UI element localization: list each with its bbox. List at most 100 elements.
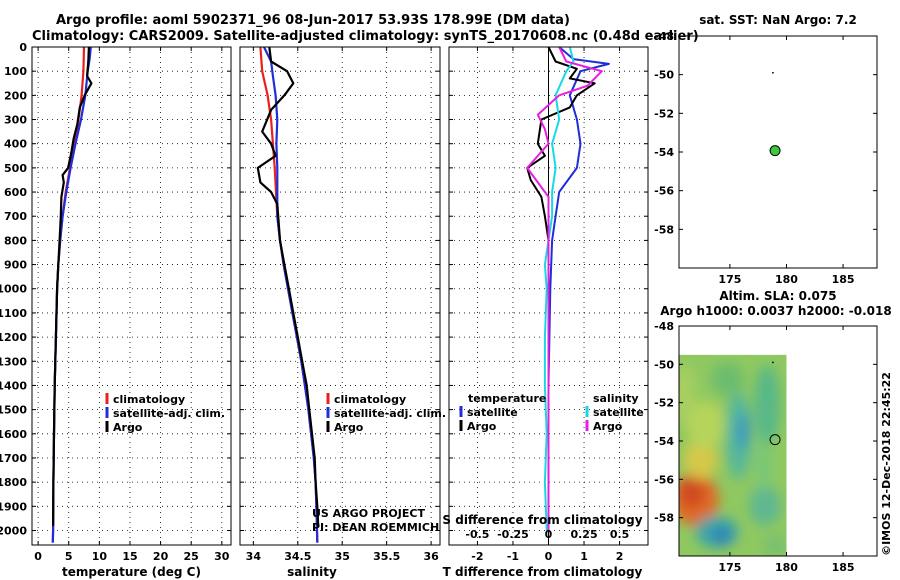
sla-ytick-label: -50 [654,358,674,371]
temp-ytick-label: 800 [4,234,27,247]
temp-ytick-label: 1900 [0,500,27,513]
temp-ytick-label: 1400 [0,379,27,392]
temp-ytick-label: 1100 [0,307,27,320]
sla-heatmap-cell [711,525,733,546]
temp-series-argo [52,46,93,526]
diff-xtick2-label: 0 [545,528,553,541]
temp-legend-climatology-label: climatology [113,393,185,406]
pos-xtick-label: 185 [832,273,855,286]
sla-heatmap-cell [679,364,696,426]
sla-ytick-label: -48 [654,320,674,333]
sal-axes-frame [239,46,441,546]
diff-xtick2-label: 0.5 [610,528,630,541]
sal-xtick-label: 36 [423,550,439,563]
sla-heatmap-cell [679,475,705,508]
temp-ytick-label: 300 [4,114,27,127]
temp-xtick-label: 10 [92,550,108,563]
diff-xtick-label: 2 [616,550,624,563]
pos-ytick-label: -52 [654,107,674,120]
sal-xtick-label: 35 [335,550,350,563]
sal-xtick-label: 34 [246,550,262,563]
temp-legend-argo-label: Argo [113,421,143,434]
pos-small-dot [772,71,774,74]
diff-xtick2-label: -0.25 [497,528,529,541]
diff-legend-t-argo-label: Argo [467,420,497,433]
sla-title: Altim. SLA: 0.075 [719,289,836,303]
diff-legend-s-satellite-label: satellite [593,406,644,419]
sla-title2: Argo h1000: 0.0037 h2000: -0.018 [660,304,891,318]
diff-xlabel: T difference from climatology [443,565,643,579]
sla-small-dot [772,361,774,364]
temp-xtick-label: 15 [122,550,137,563]
diff-xtick-label: -2 [471,550,483,563]
pos-ytick-label: -50 [654,69,674,82]
sla-heatmap-cell [737,411,750,452]
diff-legend-left-title: temperature [468,392,546,405]
temp-ytick-label: 700 [4,210,27,223]
temp-xtick-label: 25 [184,550,199,563]
diff-legend-t-satellite-label: satellite [467,406,518,419]
diff-xlabel2: S difference from climatology [442,513,642,527]
sla-heatmap-cell [748,485,782,526]
temp-xtick-label: 30 [214,550,230,563]
diff-xtick2-label: -0.5 [465,528,489,541]
sla-heatmap-cell [683,439,718,480]
sal-legend-climatology-label: climatology [334,393,406,406]
sla-heatmap-cell [686,401,726,450]
diff-legend-right-title: salinity [593,392,639,405]
diff-series-tsatellite [547,46,610,531]
temp-ytick-label: 1600 [0,428,27,441]
sla-heatmap-cell [762,533,787,556]
temp-xlabel: temperature (deg C) [62,565,201,579]
diff-xtick2-label: 0.25 [570,528,597,541]
temp-xtick-label: 5 [65,550,73,563]
sla-xtick-label: 180 [775,561,798,574]
temp-ytick-label: 500 [4,162,27,175]
pos-ytick-label: -48 [654,30,674,43]
sal-series-argo [256,46,320,526]
sla-float-marker [769,434,781,446]
pos-ytick-label: -56 [654,185,674,198]
temp-xtick-label: 20 [153,550,169,563]
temp-ytick-label: 2000 [0,524,27,537]
pos-ytick-label: -58 [654,223,674,236]
diff-xtick-label: 0 [545,550,553,563]
pos-ytick-label: -54 [654,146,674,159]
diff-series-sargo [526,46,603,531]
diff-series-ssatellite [543,46,575,531]
temp-legend-satellite-label: satellite-adj. clim. [113,407,225,420]
sal-xtick-label: 35.5 [373,550,400,563]
figure-title-line1: Argo profile: aoml 5902371_96 08-Jun-201… [56,13,570,28]
temp-ytick-label: 1500 [0,404,27,417]
sla-ytick-label: -58 [654,512,674,525]
temp-xtick-label: 0 [34,550,42,563]
temp-ytick-label: 400 [4,138,27,151]
pos-xtick-label: 180 [775,273,798,286]
pos-title: sat. SST: NaN Argo: 7.2 [699,13,857,27]
temp-ytick-label: 1200 [0,331,27,344]
temp-ytick-label: 600 [4,186,27,199]
temp-ytick-label: 1700 [0,452,27,465]
sal-xlabel: salinity [287,565,337,579]
temp-series-satelliteadjclim [51,46,92,543]
sla-heatmap-cell [711,362,744,395]
temp-ytick-label: 200 [4,89,27,102]
sla-ytick-label: -52 [654,397,674,410]
temp-ytick-label: 0 [19,41,27,54]
sal-legend-argo-label: Argo [334,421,364,434]
temp-ytick-label: 900 [4,259,27,272]
pos-float-marker [769,145,781,157]
diff-xtick-label: -1 [507,550,519,563]
sla-heatmap-cell [754,441,772,490]
pos-xtick-label: 175 [718,273,741,286]
temp-ytick-label: 1300 [0,355,27,368]
figure-title-line2: Climatology: CARS2009. Satellite-adjuste… [32,29,699,44]
sal-legend-satellite-label: satellite-adj. clim. [334,407,446,420]
imos-watermark: ©IMOS 12-Dec-2018 22:45:22 [880,372,893,556]
diff-xtick-label: 1 [580,550,588,563]
sla-heatmap [679,354,787,556]
sla-heatmap-blobs [679,362,787,556]
temp-ytick-label: 1800 [0,476,27,489]
temp-ytick-label: 100 [4,65,27,78]
